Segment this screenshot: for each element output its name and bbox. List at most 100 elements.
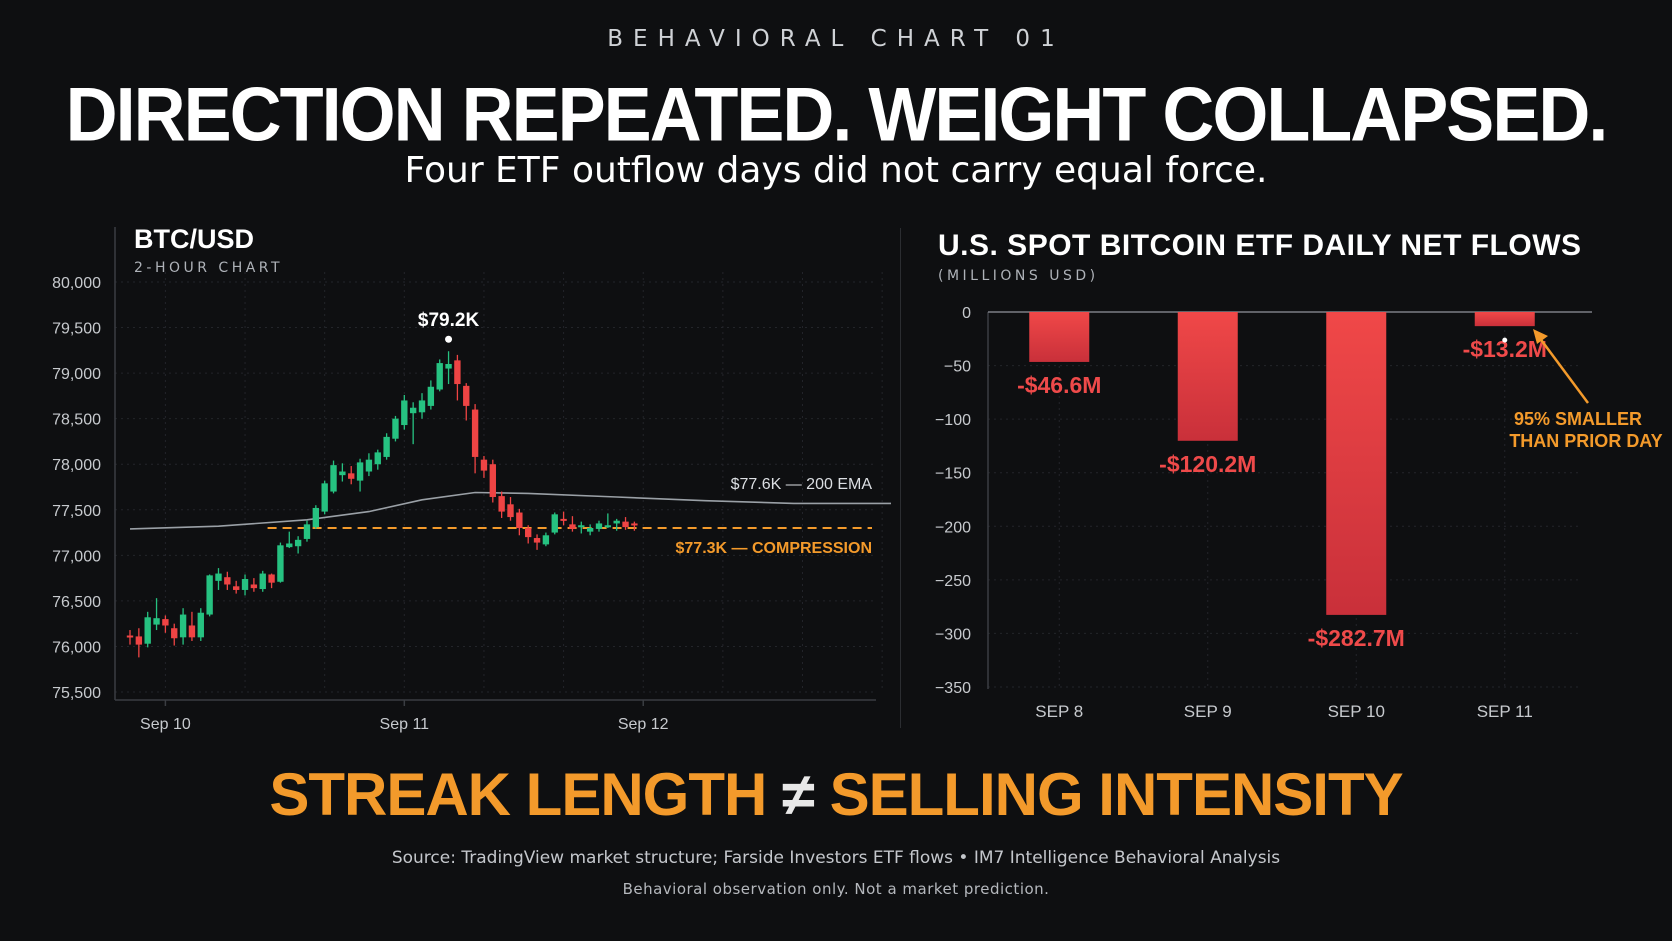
candle-body: [569, 524, 576, 529]
candle-body: [126, 635, 134, 638]
candle-body: [268, 574, 275, 583]
btc-chart-title: BTC/USD: [134, 224, 254, 254]
candle-down: [348, 466, 355, 485]
candle-body: [330, 465, 337, 492]
candle-up: [542, 532, 550, 547]
candle-body: [489, 464, 496, 498]
etf-flows-bar-chart: U.S. SPOT BITCOIN ETF DAILY NET FLOWS (M…: [935, 229, 1663, 721]
etf-chart-title: U.S. SPOT BITCOIN ETF DAILY NET FLOWS: [938, 229, 1582, 262]
candle-down: [480, 456, 488, 478]
candle-body: [277, 545, 284, 582]
candle-body: [401, 400, 408, 426]
annotation-line-2: THAN PRIOR DAY: [1509, 431, 1662, 451]
etf-bar-value-label: -$46.6M: [1017, 372, 1101, 398]
candle-up: [445, 351, 452, 385]
candle-body: [427, 386, 435, 406]
etf-x-tick-label: SEP 11: [1477, 702, 1533, 721]
compression-label: $77.3K — COMPRESSION: [676, 540, 873, 557]
candle-body: [339, 471, 346, 476]
candle-body: [383, 436, 390, 457]
etf-x-tick-label: SEP 8: [1035, 702, 1083, 721]
candle-body: [392, 418, 399, 439]
candle-body: [206, 575, 213, 615]
btc-y-tick-label: 78,000: [52, 457, 101, 474]
candle-up: [374, 449, 381, 470]
candle-up: [613, 518, 620, 531]
candle-body: [471, 409, 479, 457]
etf-y-tick-label: −200: [935, 519, 971, 536]
candle-body: [259, 573, 266, 590]
candle-up: [277, 542, 284, 583]
etf-bar: [1029, 312, 1090, 362]
candle-body: [197, 612, 204, 638]
candle-body: [578, 525, 585, 528]
candle-down: [533, 534, 541, 550]
candle-body: [622, 521, 629, 528]
candle-up: [303, 520, 311, 542]
panel-divider: [900, 228, 901, 728]
candle-down: [622, 517, 629, 530]
candle-body: [409, 407, 417, 414]
candle-up: [427, 380, 435, 410]
etf-bar: [1474, 312, 1535, 327]
etf-x-tick-label: SEP 10: [1328, 702, 1385, 721]
candle-up: [383, 433, 390, 460]
candle-up: [595, 520, 603, 532]
btc-y-tick-label: 79,000: [52, 366, 101, 383]
tagline-left: STREAK LENGTH: [269, 761, 767, 828]
candle-body: [224, 577, 231, 585]
peak-marker: [445, 335, 453, 343]
candle-up: [206, 574, 213, 617]
candle-up: [418, 393, 426, 419]
not-equal-symbol: ≠: [782, 761, 815, 828]
btc-chart-subtitle: 2-HOUR CHART: [134, 260, 283, 276]
annotation-arrow: [1537, 336, 1590, 404]
candle-body: [613, 520, 620, 524]
candle-body: [480, 459, 488, 471]
candle-body: [144, 617, 151, 644]
candle-body: [560, 518, 567, 521]
candle-body: [241, 579, 249, 590]
candle-body: [365, 459, 373, 472]
candle-up: [401, 394, 408, 430]
candle-down: [489, 459, 496, 503]
candle-up: [604, 513, 612, 528]
candle-up: [339, 463, 346, 482]
candle-up: [241, 574, 249, 596]
candle-body: [463, 385, 470, 406]
btc-y-tick-label: 75,500: [52, 685, 101, 702]
candle-down: [569, 516, 576, 532]
candle-body: [595, 523, 603, 529]
candle-body: [551, 514, 558, 533]
candle-up: [153, 598, 160, 631]
candle-body: [233, 586, 240, 590]
btc-y-tick-label: 77,500: [52, 503, 101, 520]
candle-up: [551, 512, 558, 535]
candle-body: [586, 528, 594, 532]
btc-y-tick-label: 80,000: [52, 275, 101, 292]
source-note: Source: TradingView market structure; Fa…: [391, 848, 1281, 868]
candle-body: [631, 523, 638, 526]
candle-body: [294, 539, 302, 547]
etf-bar-value-label: -$120.2M: [1159, 451, 1256, 477]
btc-y-tick-label: 76,000: [52, 639, 101, 656]
candle-body: [135, 636, 143, 645]
candle-down: [525, 525, 532, 544]
candle-up: [197, 608, 204, 641]
candle-up: [321, 480, 328, 515]
candle-up: [392, 415, 399, 442]
tagline: STREAK LENGTH ≠ SELLING INTENSITY: [0, 760, 1672, 829]
candle-up: [286, 531, 293, 549]
candle-body: [525, 528, 532, 538]
annotation-line-1: 95% SMALLER: [1514, 409, 1642, 429]
candle-down: [471, 404, 479, 474]
headline: DIRECTION REPEATED. WEIGHT COLLAPSED.: [65, 72, 1609, 158]
candle-body: [374, 452, 381, 465]
candle-body: [418, 400, 426, 413]
candle-up: [179, 608, 187, 645]
candle-body: [312, 507, 320, 528]
etf-y-tick-label: −350: [935, 680, 971, 697]
disclaimer: Behavioral observation only. Not a marke…: [622, 880, 1050, 898]
candle-up: [144, 611, 151, 648]
etf-chart-subtitle: (MILLIONS USD): [938, 268, 1099, 284]
